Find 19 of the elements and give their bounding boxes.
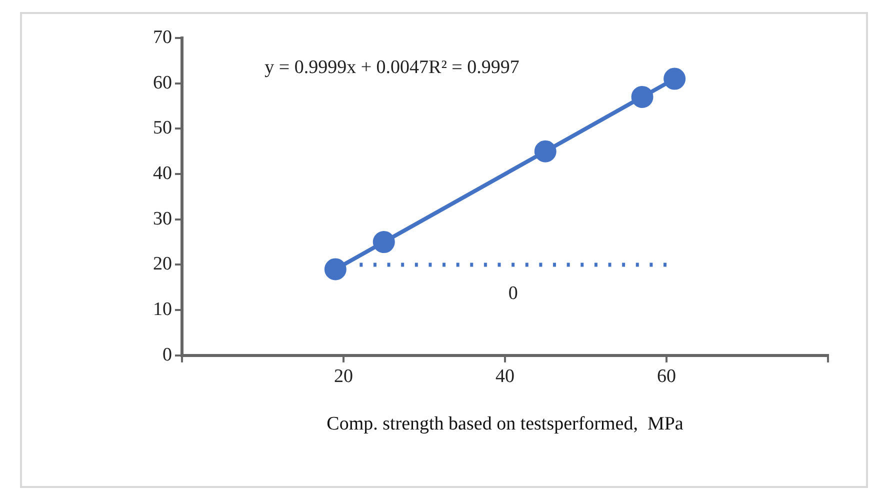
y-tick-label: 30	[153, 208, 172, 230]
x-axis-title: Comp. strength based on testsperformed, MPa	[326, 414, 684, 435]
annotation: y = 0.9999x + 0.0047R² = 0.9997	[264, 56, 520, 80]
y-tick-label: 0	[162, 344, 172, 366]
annotation: 0	[507, 282, 519, 305]
y-tick-label: 20	[153, 254, 172, 275]
y-tick-label: 40	[153, 163, 172, 184]
point	[664, 68, 686, 90]
x-tick-label: 40	[496, 366, 514, 387]
point	[631, 86, 654, 108]
y-tick-label: 70	[153, 26, 172, 48]
y-tick-label: 50	[153, 118, 172, 139]
y-tick-label: 10	[153, 299, 172, 320]
point	[534, 140, 556, 162]
x-tick-label: 20	[334, 366, 353, 387]
x-tick-label: 60	[657, 366, 676, 387]
point	[324, 258, 346, 280]
point	[372, 231, 395, 254]
y-tick-label: 60	[153, 72, 172, 94]
